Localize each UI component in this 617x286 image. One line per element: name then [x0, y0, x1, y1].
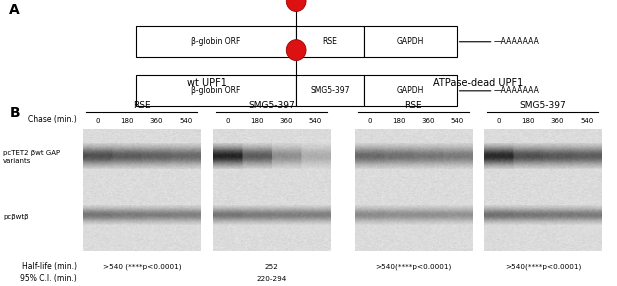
Text: 252: 252	[265, 264, 278, 270]
Text: RSE: RSE	[133, 101, 151, 110]
Text: RSE: RSE	[405, 101, 422, 110]
Bar	[364, 26, 457, 57]
Text: β-globin ORF: β-globin ORF	[191, 86, 241, 95]
Text: 0: 0	[367, 118, 371, 124]
Text: 180: 180	[250, 118, 263, 124]
Text: 180: 180	[392, 118, 405, 124]
Bar	[136, 75, 296, 106]
Bar	[296, 75, 364, 106]
Text: 0: 0	[497, 118, 501, 124]
Text: GAPDH: GAPDH	[397, 37, 424, 46]
Text: B: B	[9, 106, 20, 120]
Text: >540(****p<0.0001): >540(****p<0.0001)	[375, 264, 452, 270]
Bar	[364, 75, 457, 106]
Text: 540: 540	[309, 118, 322, 124]
Text: >540(****p<0.0001): >540(****p<0.0001)	[505, 264, 581, 270]
Text: SMG5-397: SMG5-397	[248, 101, 295, 110]
Text: 540: 540	[180, 118, 193, 124]
Ellipse shape	[286, 0, 306, 11]
Text: Chase (min.): Chase (min.)	[28, 115, 77, 124]
Bar	[296, 26, 364, 57]
Text: 360: 360	[421, 118, 435, 124]
Text: —AAAAAAA: —AAAAAAA	[494, 86, 539, 95]
Text: RSE: RSE	[323, 37, 337, 46]
Text: A: A	[9, 3, 20, 17]
Text: pcβwtβ: pcβwtβ	[3, 214, 28, 220]
Text: 95% C.I. (min.): 95% C.I. (min.)	[20, 274, 77, 283]
Ellipse shape	[286, 40, 306, 61]
Text: 540: 540	[581, 118, 594, 124]
Text: ATPase-dead UPF1: ATPase-dead UPF1	[433, 78, 523, 88]
Text: 180: 180	[120, 118, 134, 124]
Text: 180: 180	[521, 118, 535, 124]
Text: 220-294: 220-294	[256, 276, 287, 282]
Text: SMG5-397: SMG5-397	[520, 101, 566, 110]
Bar	[136, 26, 296, 57]
Text: GAPDH: GAPDH	[397, 86, 424, 95]
Text: 540: 540	[451, 118, 464, 124]
Text: 360: 360	[551, 118, 565, 124]
Text: —AAAAAAA: —AAAAAAA	[494, 37, 539, 46]
Text: Half-life (min.): Half-life (min.)	[22, 263, 77, 271]
Text: 0: 0	[225, 118, 230, 124]
Text: >540 (****p<0.0001): >540 (****p<0.0001)	[102, 264, 181, 270]
Text: 0: 0	[96, 118, 100, 124]
Text: β-globin ORF: β-globin ORF	[191, 37, 241, 46]
Text: pcTET2 βwt GAP
variants: pcTET2 βwt GAP variants	[3, 150, 60, 164]
Text: SMG5-397: SMG5-397	[310, 86, 350, 95]
Text: 360: 360	[150, 118, 164, 124]
Text: wt UPF1: wt UPF1	[187, 78, 226, 88]
Text: 360: 360	[280, 118, 293, 124]
